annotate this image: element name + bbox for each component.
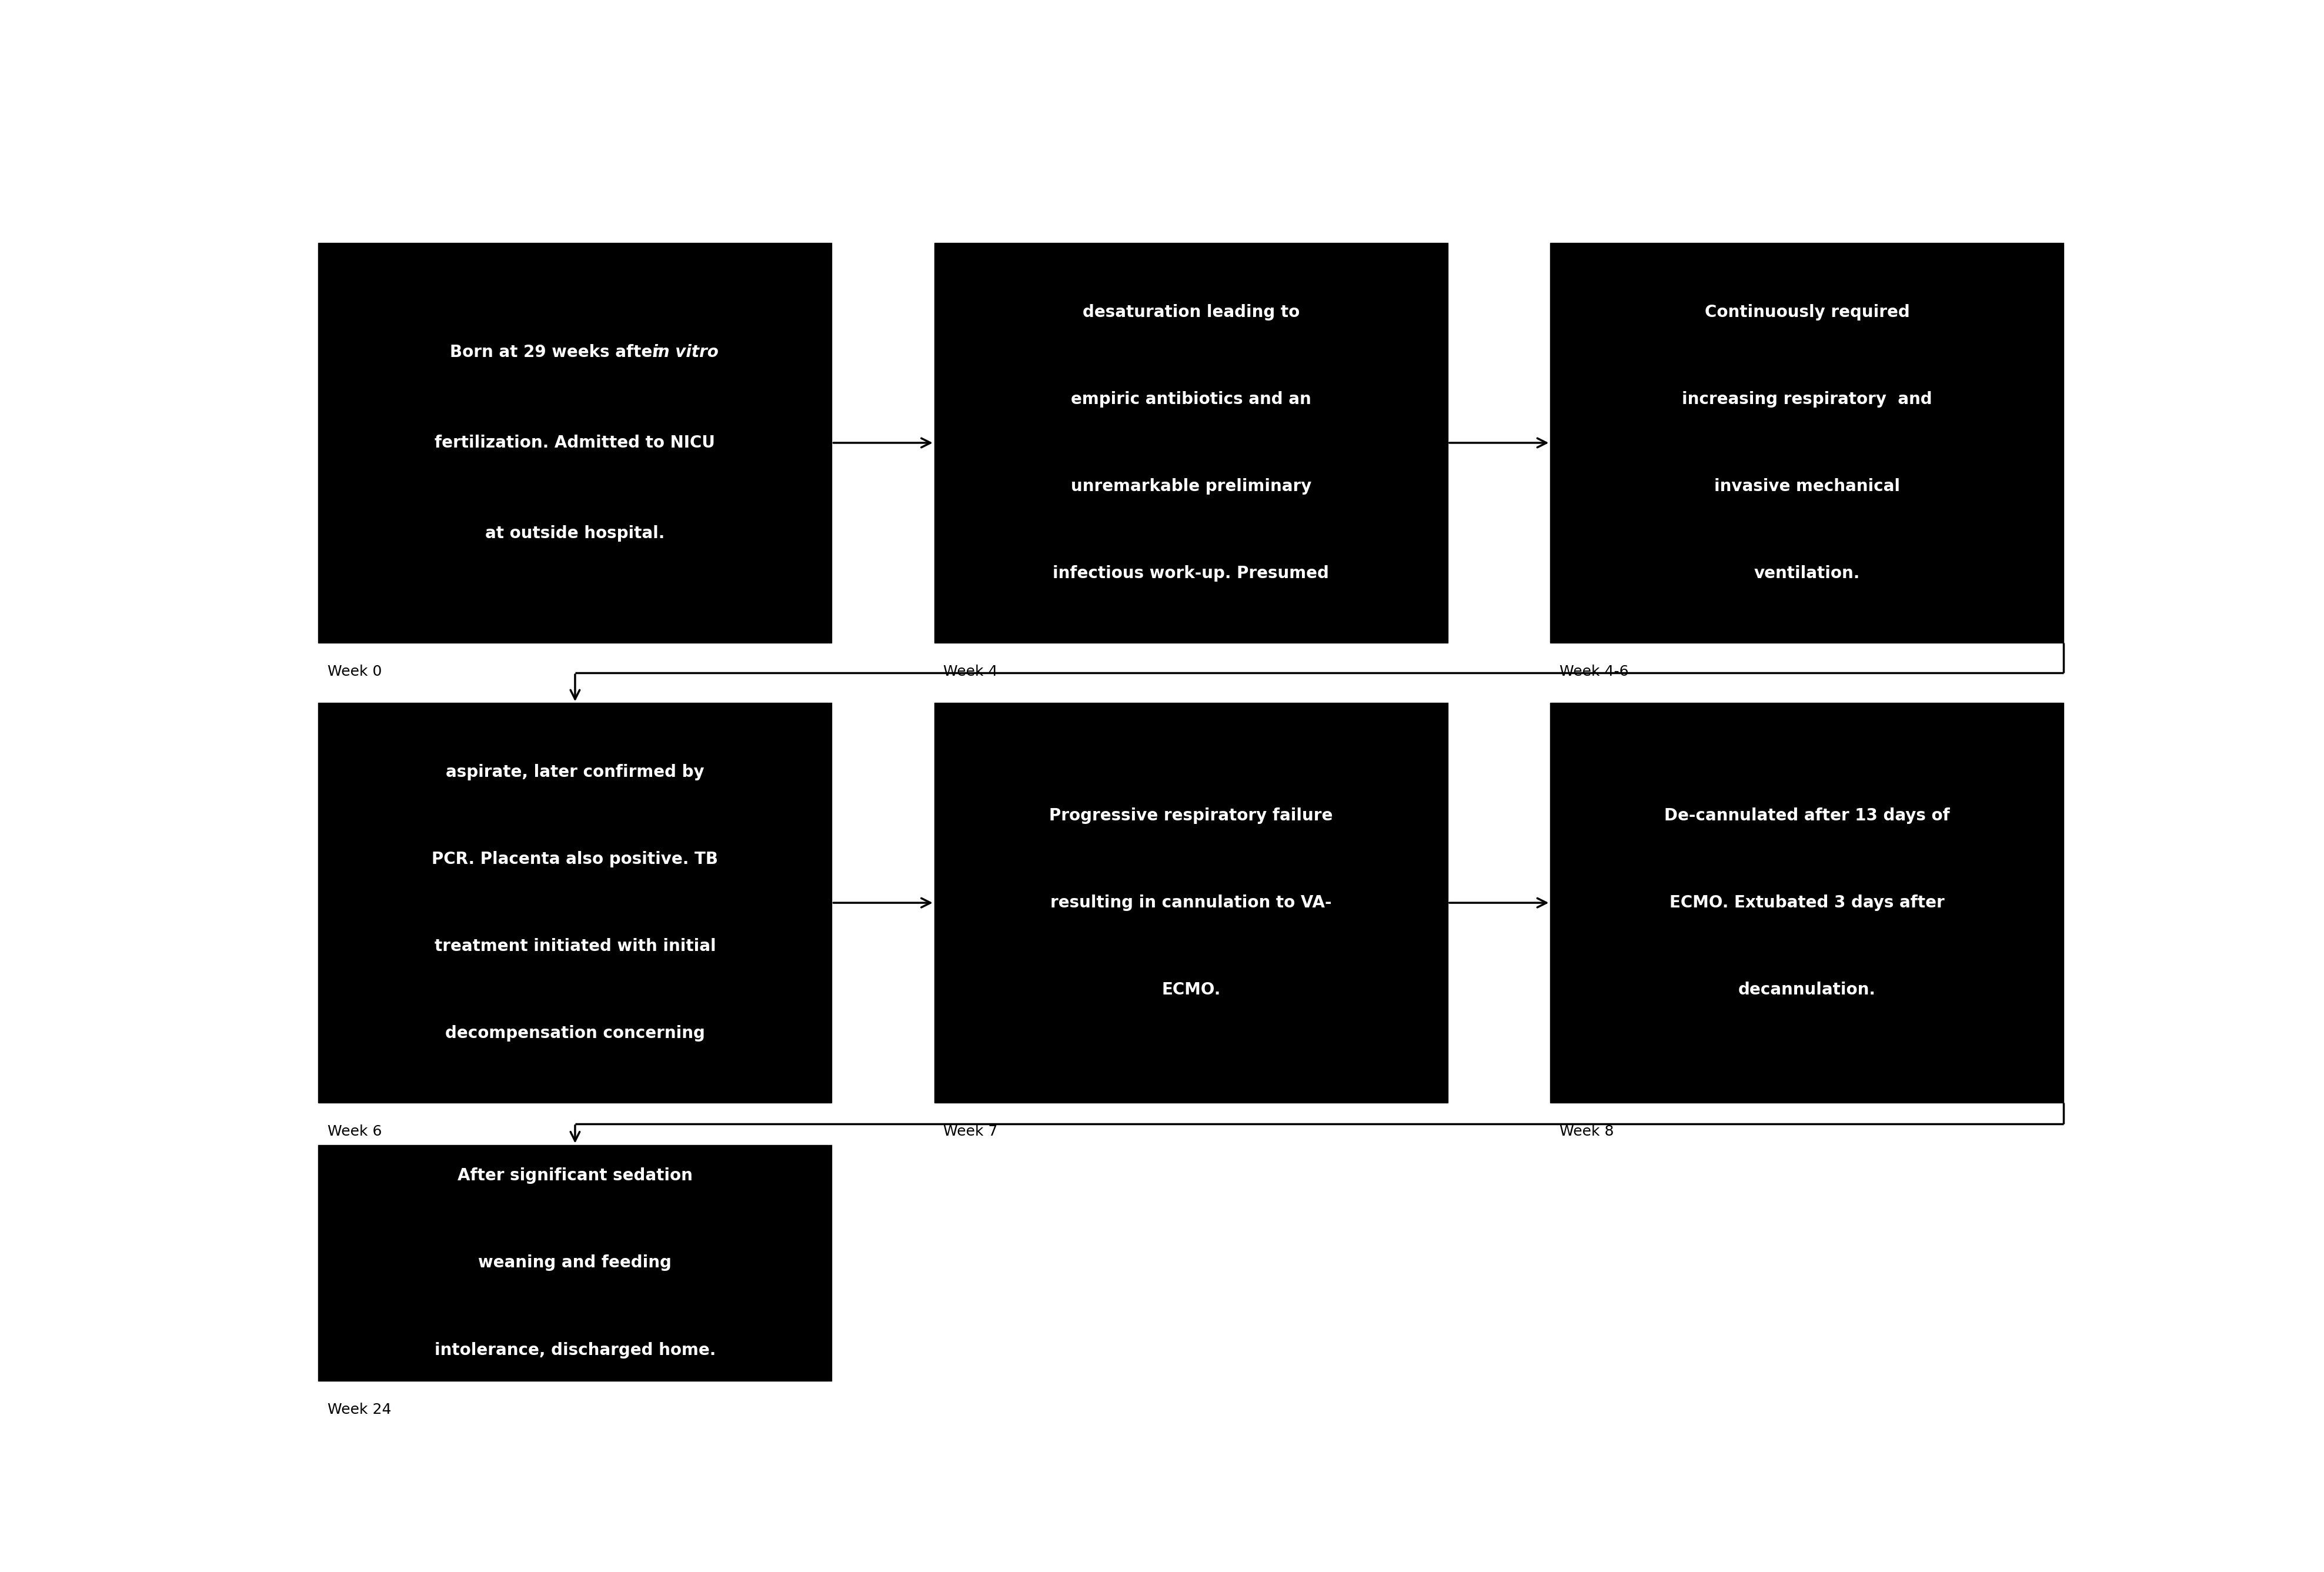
FancyBboxPatch shape	[318, 1144, 832, 1380]
Text: PCR. Placenta also positive. TB: PCR. Placenta also positive. TB	[432, 850, 718, 868]
Text: empiric antibiotics and an: empiric antibiotics and an	[1071, 391, 1311, 407]
Text: Week 4: Week 4	[944, 665, 997, 679]
Text: fertilization. Admitted to NICU: fertilization. Admitted to NICU	[435, 434, 716, 451]
Text: aspirate, later confirmed by: aspirate, later confirmed by	[446, 764, 704, 780]
Text: New apnea, bradycardia, and: New apnea, bradycardia, and	[1055, 217, 1327, 233]
Text: infectious work-up. Presumed: infectious work-up. Presumed	[1053, 566, 1329, 582]
Text: Week 4-6: Week 4-6	[1559, 665, 1629, 679]
Text: Week 6: Week 6	[328, 1124, 381, 1138]
Text: Progressive respiratory failure: Progressive respiratory failure	[1048, 808, 1334, 824]
Text: resulting in cannulation to VA-: resulting in cannulation to VA-	[1050, 894, 1332, 912]
Text: weaning and feeding: weaning and feeding	[479, 1254, 672, 1272]
Text: Continuously required: Continuously required	[1703, 303, 1910, 321]
Text: Week 24: Week 24	[328, 1402, 390, 1416]
FancyBboxPatch shape	[934, 703, 1448, 1102]
Text: De-cannulated after 13 days of: De-cannulated after 13 days of	[1664, 808, 1950, 824]
Text: intolerance, discharged home.: intolerance, discharged home.	[435, 1342, 716, 1358]
Text: treatment initiated with initial: treatment initiated with initial	[435, 938, 716, 954]
Text: at outside hospital.: at outside hospital.	[486, 525, 665, 542]
Text: desaturation leading to: desaturation leading to	[1083, 303, 1299, 321]
Text: in vitro: in vitro	[432, 344, 718, 360]
FancyBboxPatch shape	[934, 244, 1448, 643]
Text: Born at 29 weeks after: Born at 29 weeks after	[451, 344, 700, 360]
Text: unremarkable preliminary: unremarkable preliminary	[1071, 478, 1311, 495]
Text: Week 0: Week 0	[328, 665, 381, 679]
Text: After significant sedation: After significant sedation	[458, 1168, 693, 1184]
Text: Week 8: Week 8	[1559, 1124, 1613, 1138]
Text: for IRIS.: for IRIS.	[537, 1113, 614, 1129]
Text: increasing respiratory  and: increasing respiratory and	[1683, 391, 1931, 407]
Text: aspiration pneumonia.: aspiration pneumonia.	[1088, 652, 1294, 670]
Text: ECMO.: ECMO.	[1162, 982, 1220, 998]
Text: Positive AFB in endotracheal: Positive AFB in endotracheal	[442, 676, 709, 693]
Text: decompensation concerning: decompensation concerning	[446, 1025, 704, 1042]
Text: ECMO. Extubated 3 days after: ECMO. Extubated 3 days after	[1669, 894, 1945, 912]
Text: invasive mechanical: invasive mechanical	[1715, 478, 1901, 495]
FancyBboxPatch shape	[318, 703, 832, 1102]
FancyBboxPatch shape	[1550, 703, 2064, 1102]
Text: decannulation.: decannulation.	[1738, 982, 1875, 998]
FancyBboxPatch shape	[1550, 244, 2064, 643]
FancyBboxPatch shape	[318, 244, 832, 643]
Text: ventilation.: ventilation.	[1755, 566, 1859, 582]
Text: Week 7: Week 7	[944, 1124, 997, 1138]
